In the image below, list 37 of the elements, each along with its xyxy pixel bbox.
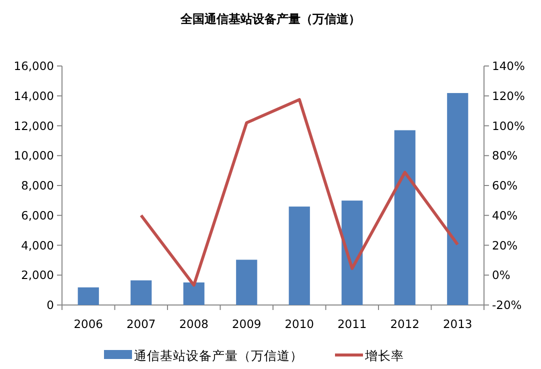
x-tick-label: 2010 — [284, 317, 314, 331]
legend-label: 增长率 — [364, 348, 404, 363]
y2-tick-label: 100% — [492, 118, 525, 133]
x-tick-label: 2012 — [390, 317, 420, 331]
x-tick-label: 2006 — [74, 317, 104, 331]
y2-tick-label: 120% — [492, 88, 525, 103]
x-tick-label: 2011 — [337, 317, 367, 331]
y-tick-label: 2,000 — [21, 268, 54, 282]
bar — [130, 280, 152, 305]
y-tick-label: 8,000 — [21, 178, 54, 192]
y-tick-label: 14,000 — [14, 88, 54, 103]
bar — [288, 206, 310, 305]
x-tick-label: 2007 — [126, 317, 156, 331]
y-tick-label: 16,000 — [14, 59, 54, 73]
bar — [236, 260, 258, 305]
y-tick-label: 10,000 — [14, 148, 54, 163]
y-tick-label: 0 — [46, 298, 54, 312]
y2-tick-label: 20% — [492, 238, 518, 252]
y2-tick-label: -20% — [492, 298, 522, 312]
bar — [394, 130, 416, 305]
bar — [183, 282, 204, 305]
y2-tick-label: 80% — [492, 148, 518, 163]
y-tick-label: 6,000 — [21, 208, 54, 222]
bar — [447, 93, 468, 305]
y2-tick-label: 0% — [492, 268, 510, 282]
y-tick-label: 12,000 — [14, 118, 54, 133]
y2-tick-label: 60% — [492, 178, 518, 192]
legend-label: 通信基站设备产量（万信道） — [134, 348, 303, 363]
x-tick-label: 2013 — [442, 317, 472, 331]
x-tick-label: 2009 — [232, 317, 262, 331]
y2-tick-label: 40% — [492, 208, 518, 222]
x-tick-label: 2008 — [179, 317, 209, 331]
y-tick-label: 4,000 — [21, 238, 54, 252]
y2-tick-label: 140% — [492, 59, 525, 73]
chart-title: 全国通信基站设备产量（万信道） — [180, 12, 360, 26]
bar — [78, 287, 99, 305]
bar — [342, 200, 363, 305]
